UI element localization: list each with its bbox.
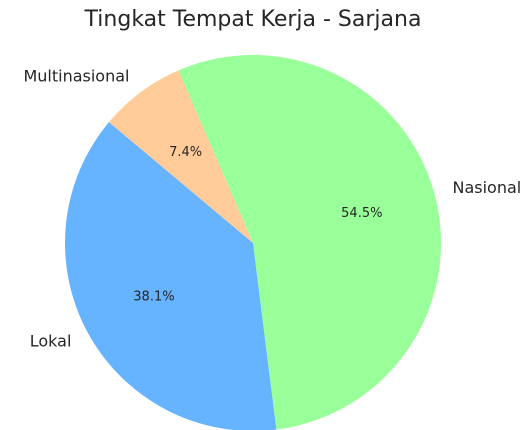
slice-label: Lokal — [30, 331, 72, 350]
value-label: 7.4% — [169, 145, 202, 160]
value-label: 54.5% — [341, 206, 382, 221]
pie-slice — [108, 70, 253, 243]
value-label: 38.1% — [133, 289, 174, 304]
chart-title: Tingkat Tempat Kerja - Sarjana — [84, 7, 422, 32]
pie-slice — [178, 54, 441, 430]
pie-slice — [65, 122, 277, 430]
slice-label: Nasional — [453, 178, 522, 197]
slice-label: Multinasional — [23, 67, 129, 86]
